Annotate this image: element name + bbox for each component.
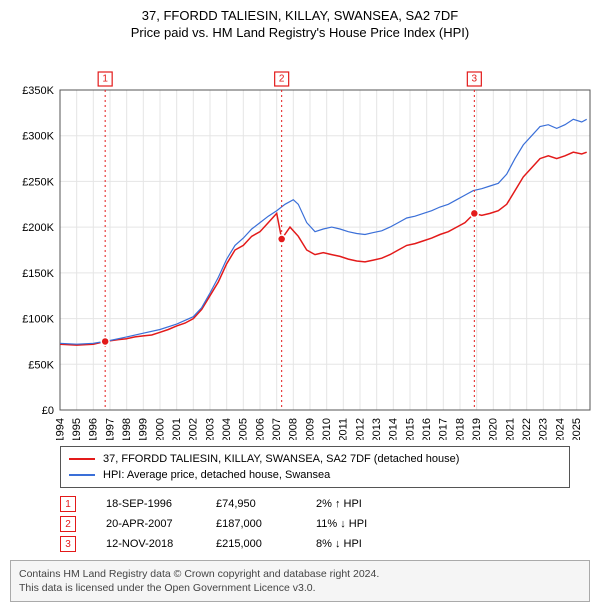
svg-text:2004: 2004 xyxy=(221,418,233,440)
svg-text:2013: 2013 xyxy=(371,418,383,440)
svg-text:£0: £0 xyxy=(42,405,54,417)
svg-text:2008: 2008 xyxy=(288,418,300,440)
svg-text:2024: 2024 xyxy=(554,418,566,440)
svg-text:2012: 2012 xyxy=(354,418,366,440)
svg-text:£200K: £200K xyxy=(22,222,54,234)
svg-text:2022: 2022 xyxy=(521,418,533,440)
svg-text:1999: 1999 xyxy=(138,418,150,440)
sale-pct: 11% ↓ HPI xyxy=(316,518,416,530)
svg-text:1996: 1996 xyxy=(88,418,100,440)
footer-line: This data is licensed under the Open Gov… xyxy=(19,581,581,595)
table-row: 3 12-NOV-2018 £215,000 8% ↓ HPI xyxy=(60,534,570,554)
svg-text:2007: 2007 xyxy=(271,418,283,440)
svg-text:2016: 2016 xyxy=(421,418,433,440)
svg-text:2014: 2014 xyxy=(388,418,400,440)
svg-text:2009: 2009 xyxy=(304,418,316,440)
svg-text:2021: 2021 xyxy=(504,418,516,440)
svg-text:£350K: £350K xyxy=(22,85,54,97)
sale-price: £215,000 xyxy=(216,538,316,550)
svg-text:2018: 2018 xyxy=(454,418,466,440)
svg-text:1998: 1998 xyxy=(121,418,133,440)
title-main: 37, FFORDD TALIESIN, KILLAY, SWANSEA, SA… xyxy=(0,8,600,23)
svg-text:2002: 2002 xyxy=(188,418,200,440)
svg-text:2019: 2019 xyxy=(471,418,483,440)
svg-text:£250K: £250K xyxy=(22,176,54,188)
chart-container: 37, FFORDD TALIESIN, KILLAY, SWANSEA, SA… xyxy=(0,0,600,602)
legend-swatch xyxy=(69,474,95,476)
svg-text:1: 1 xyxy=(102,74,108,85)
svg-text:1994: 1994 xyxy=(54,418,66,440)
svg-text:2006: 2006 xyxy=(254,418,266,440)
svg-text:3: 3 xyxy=(472,74,478,85)
sale-num: 3 xyxy=(65,539,71,550)
title-sub: Price paid vs. HM Land Registry's House … xyxy=(0,25,600,40)
svg-text:2011: 2011 xyxy=(338,418,350,440)
svg-text:2015: 2015 xyxy=(404,418,416,440)
chart-svg: £0 £50K £100K £150K £200K £250K £300K £350K 1994… xyxy=(0,40,600,440)
svg-text:£100K: £100K xyxy=(22,314,54,326)
legend-label: 37, FFORDD TALIESIN, KILLAY, SWANSEA, SA… xyxy=(103,453,459,465)
svg-text:2020: 2020 xyxy=(488,418,500,440)
legend-box: 37, FFORDD TALIESIN, KILLAY, SWANSEA, SA… xyxy=(60,446,570,488)
svg-text:2: 2 xyxy=(279,74,285,85)
table-row: 2 20-APR-2007 £187,000 11% ↓ HPI xyxy=(60,514,570,534)
footer-box: Contains HM Land Registry data © Crown c… xyxy=(10,560,590,602)
sale-date: 18-SEP-1996 xyxy=(106,498,216,510)
svg-text:2023: 2023 xyxy=(538,418,550,440)
sale-date: 20-APR-2007 xyxy=(106,518,216,530)
sale-pct: 8% ↓ HPI xyxy=(316,538,416,550)
legend-item: 37, FFORDD TALIESIN, KILLAY, SWANSEA, SA… xyxy=(69,451,561,467)
legend-swatch xyxy=(69,458,95,460)
sale-price: £187,000 xyxy=(216,518,316,530)
footer-line: Contains HM Land Registry data © Crown c… xyxy=(19,567,581,581)
svg-text:£300K: £300K xyxy=(22,131,54,143)
table-row: 1 18-SEP-1996 £74,950 2% ↑ HPI xyxy=(60,494,570,514)
sale-num: 2 xyxy=(65,519,71,530)
svg-text:£150K: £150K xyxy=(22,268,54,280)
sales-table: 1 18-SEP-1996 £74,950 2% ↑ HPI 2 20-APR-… xyxy=(60,494,570,554)
chart-area: £0 £50K £100K £150K £200K £250K £300K £350K 1994… xyxy=(0,40,600,440)
sale-marker-icon: 2 xyxy=(60,516,76,532)
svg-text:2000: 2000 xyxy=(154,418,166,440)
sale-marker-icon: 1 xyxy=(60,496,76,512)
legend-item: HPI: Average price, detached house, Swan… xyxy=(69,467,561,483)
titles: 37, FFORDD TALIESIN, KILLAY, SWANSEA, SA… xyxy=(0,0,600,40)
svg-text:2003: 2003 xyxy=(204,418,216,440)
sale-pct: 2% ↑ HPI xyxy=(316,498,416,510)
sale-date: 12-NOV-2018 xyxy=(106,538,216,550)
svg-text:1995: 1995 xyxy=(71,418,83,440)
svg-text:2010: 2010 xyxy=(321,418,333,440)
svg-text:2005: 2005 xyxy=(238,418,250,440)
legend-label: HPI: Average price, detached house, Swan… xyxy=(103,469,330,481)
svg-text:2025: 2025 xyxy=(571,418,583,440)
svg-text:£50K: £50K xyxy=(28,359,54,371)
svg-text:2001: 2001 xyxy=(171,418,183,440)
svg-text:2017: 2017 xyxy=(438,418,450,440)
sale-num: 1 xyxy=(65,499,71,510)
svg-text:1997: 1997 xyxy=(104,418,116,440)
sale-price: £74,950 xyxy=(216,498,316,510)
sale-marker-icon: 3 xyxy=(60,536,76,552)
